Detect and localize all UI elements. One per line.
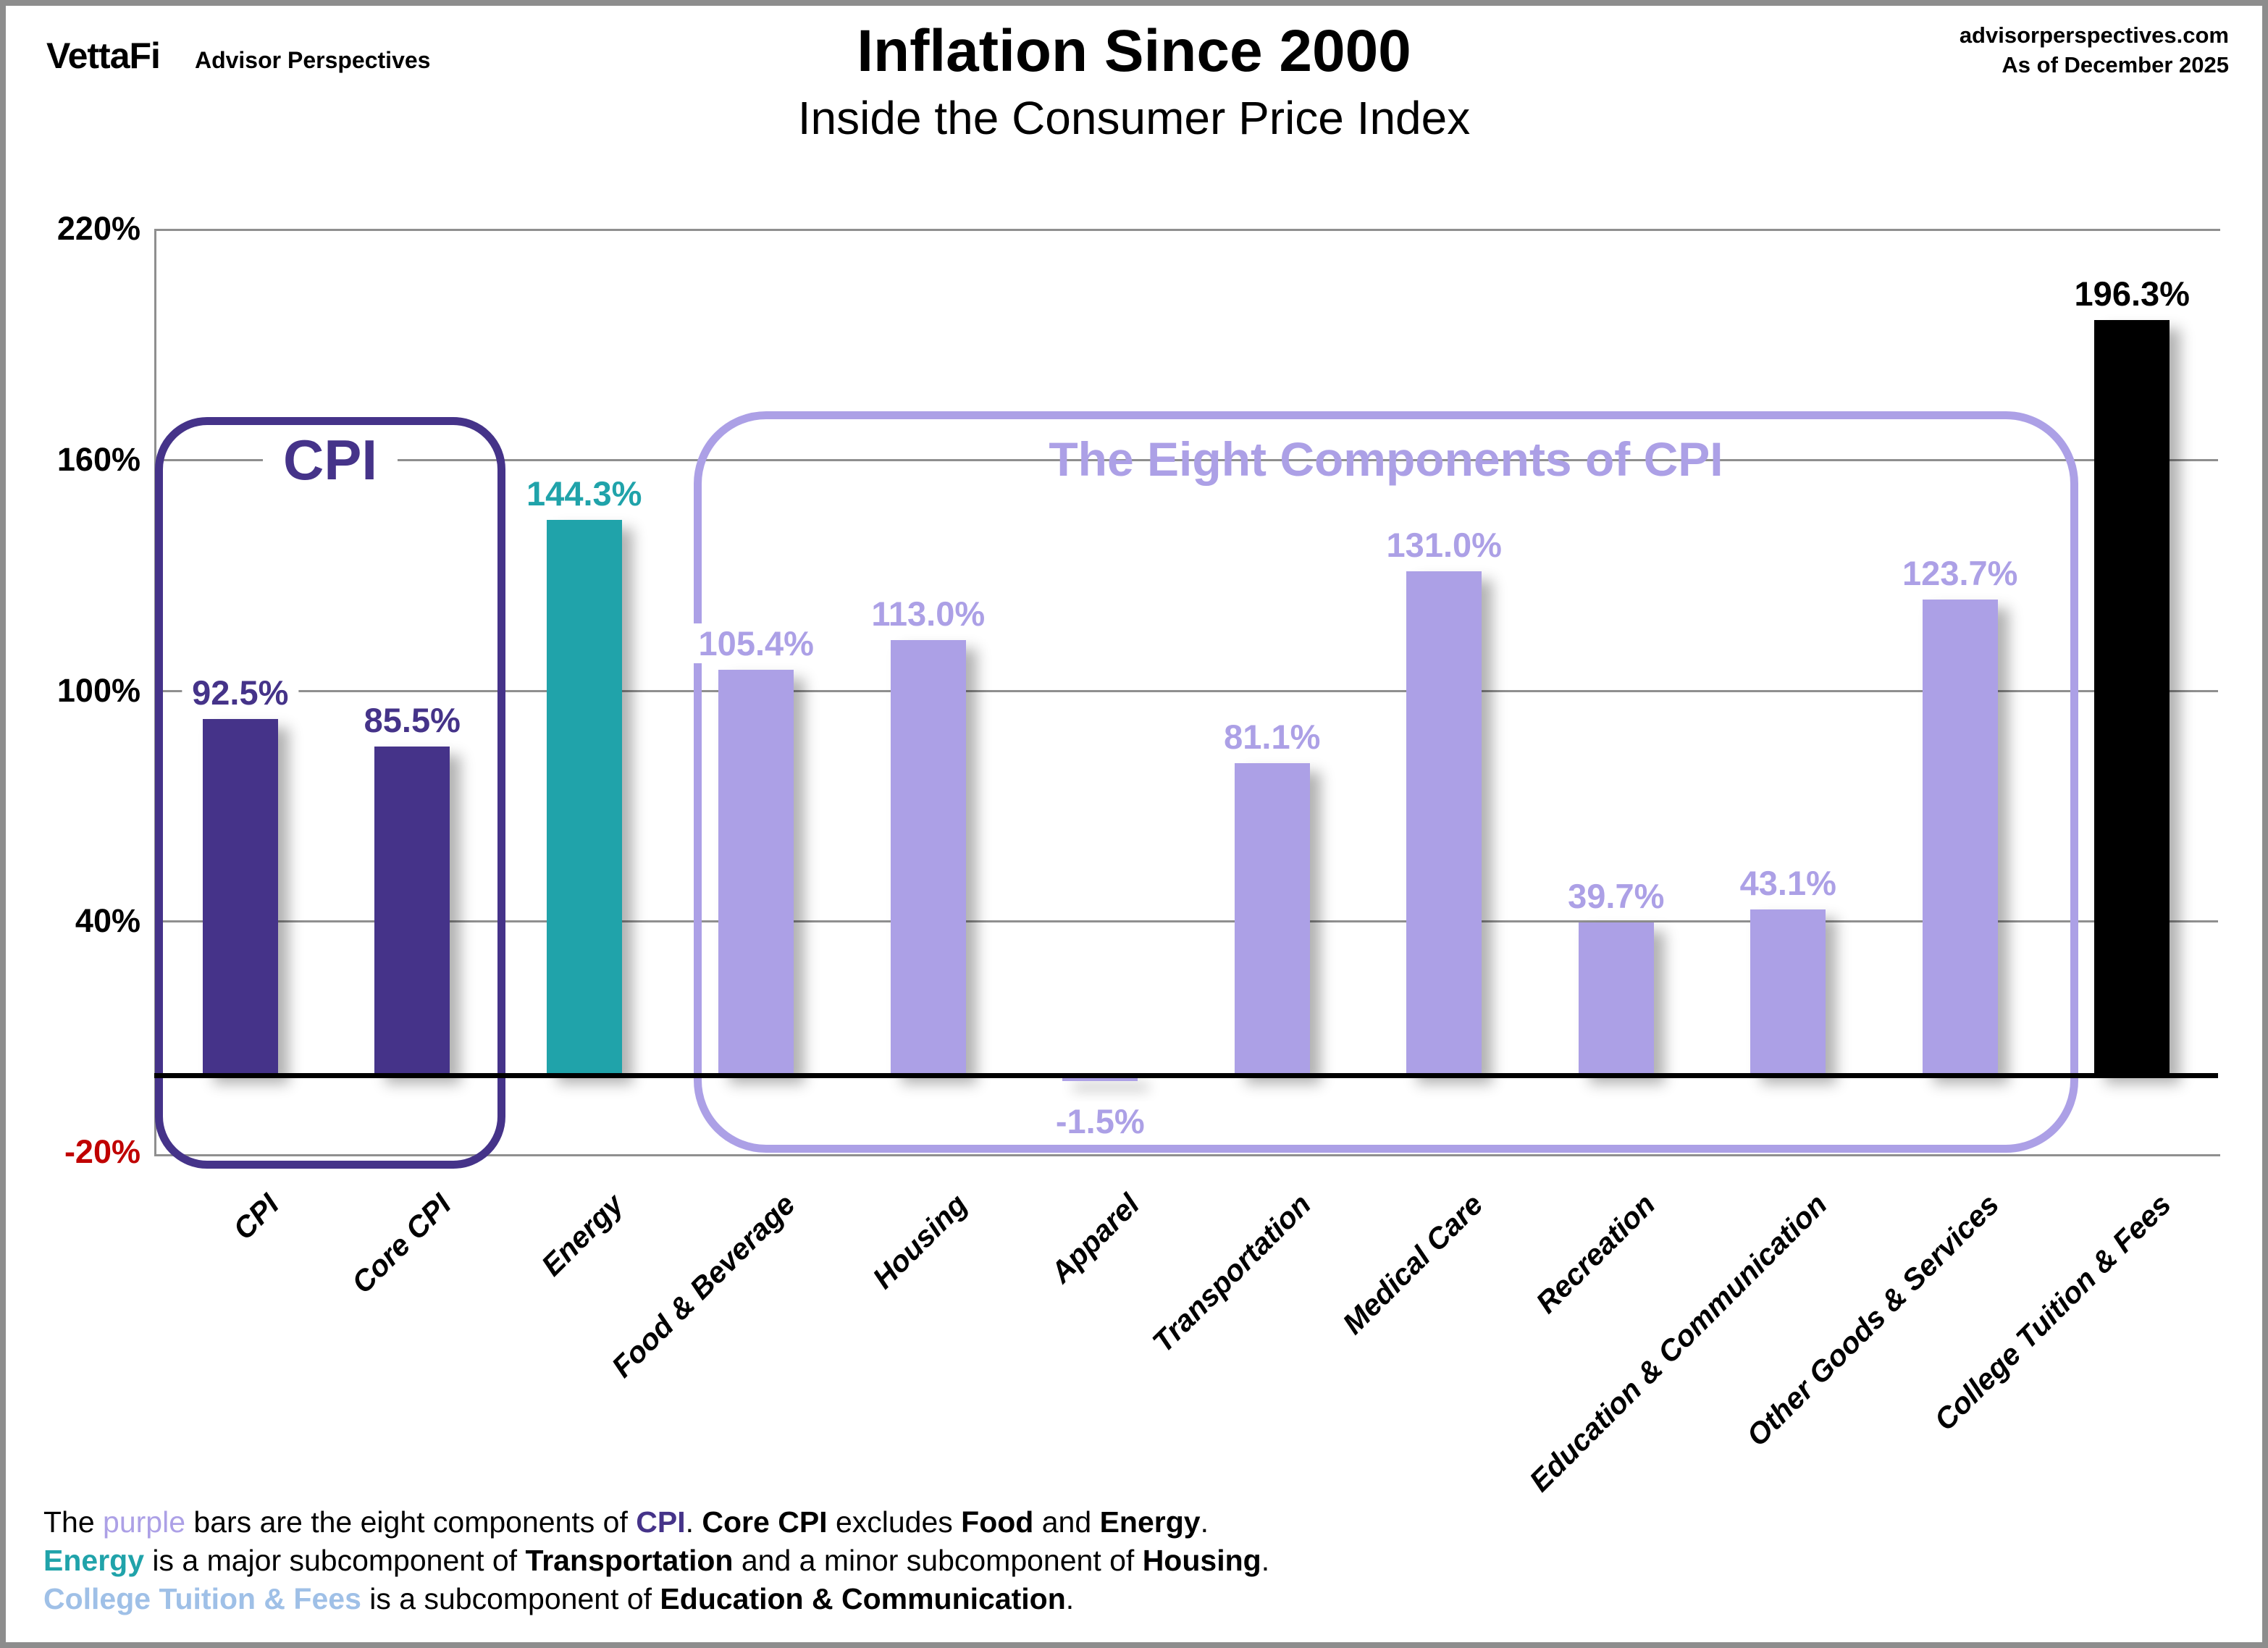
x-axis-label-text: Education & Communication <box>1523 1187 1834 1498</box>
footnote-segment: excludes <box>827 1505 962 1539</box>
bar-value-label: 131.0% <box>1376 524 1512 565</box>
bar <box>890 640 966 1075</box>
gridline <box>154 920 2218 923</box>
x-axis-label-text: Energy <box>534 1187 630 1282</box>
bar-value-label: 92.5% <box>182 673 299 713</box>
x-axis-label-text: Recreation <box>1529 1187 1662 1320</box>
bar-value-label: 39.7% <box>1558 875 1675 916</box>
footnote-segment: . <box>685 1505 702 1539</box>
gridline <box>154 689 2218 692</box>
footnote-line: The purple bars are the eight components… <box>43 1503 1269 1542</box>
footnote-segment: Food <box>961 1505 1034 1539</box>
footnote-segment: . <box>1200 1505 1209 1539</box>
bar <box>1750 909 1826 1075</box>
x-axis-label-text: Apparel <box>1043 1187 1146 1290</box>
vettafi-logo: VettaFi <box>46 35 161 76</box>
footnote-segment: is a subcomponent of <box>361 1582 660 1615</box>
bar-value-label: -1.5% <box>1045 1101 1155 1141</box>
cpi-box <box>155 417 505 1169</box>
footnote-segment: CPI <box>636 1505 686 1539</box>
bar-value-label: 144.3% <box>516 474 652 514</box>
gridline <box>154 458 2218 461</box>
chart-subtitle: Inside the Consumer Price Index <box>797 92 1471 144</box>
bar-value-label: 196.3% <box>2064 273 2200 314</box>
bar-value-label: 85.5% <box>353 699 471 740</box>
bar <box>2094 319 2170 1075</box>
footnote-segment: Energy <box>1099 1505 1201 1539</box>
footnote-line: Energy is a major subcomponent of Transp… <box>43 1542 1269 1580</box>
footnote-segment: College Tuition & Fees <box>43 1582 361 1615</box>
footnote-segment: Energy <box>43 1544 144 1577</box>
bar <box>1922 599 1998 1075</box>
footnote-segment: and <box>1033 1505 1100 1539</box>
y-tick-label: -20% <box>64 1133 140 1170</box>
y-tick-label: 160% <box>56 440 140 478</box>
bar-value-label: 43.1% <box>1729 862 1847 903</box>
footnote-segment: Transportation <box>525 1544 734 1577</box>
bar-value-label: 105.4% <box>688 623 824 663</box>
x-axis-label-text: Medical Care <box>1336 1187 1490 1341</box>
advisor-perspectives-label: Advisor Perspectives <box>194 47 431 73</box>
footnote-segment: purple <box>103 1505 186 1539</box>
bar <box>1578 922 1654 1075</box>
bar-value-label: 113.0% <box>861 594 996 634</box>
bar-value-label: 123.7% <box>1892 552 2028 593</box>
components-box <box>694 411 2078 1153</box>
chart-title: Inflation Since 2000 <box>857 18 1411 84</box>
zero-line <box>154 1072 2218 1078</box>
cpi-box-label-text: CPI <box>262 427 398 493</box>
footnote-segment: and a minor subcomponent of <box>733 1544 1143 1577</box>
footnote-segment: The <box>43 1505 104 1539</box>
footnote-segment: . <box>1065 1582 1075 1615</box>
source-url: advisorperspectives.com <box>1959 22 2229 48</box>
bar <box>202 719 278 1075</box>
y-tick-label: 40% <box>75 902 140 940</box>
footnote-segment: . <box>1261 1544 1270 1577</box>
x-axis-label-text: Core CPI <box>345 1187 458 1300</box>
x-axis-label-text: CPI <box>227 1187 286 1246</box>
bar-value-label: 81.1% <box>1214 716 1331 757</box>
y-tick-label: 100% <box>56 671 140 709</box>
bar <box>1406 571 1482 1075</box>
footnote: The purple bars are the eight components… <box>43 1503 1269 1618</box>
bar <box>1234 762 1310 1075</box>
footnote-segment: Core CPI <box>702 1505 828 1539</box>
bar <box>718 669 794 1075</box>
components-box-label-text: The Eight Components of CPI <box>1049 432 1723 486</box>
x-axis-label-text: Food & Beverage <box>605 1187 802 1384</box>
as-of-date: As of December 2025 <box>2002 52 2229 77</box>
footnote-segment: bars are the eight components of <box>185 1505 637 1539</box>
footnote-segment: Education & Communication <box>660 1582 1066 1615</box>
x-axis-label-text: Transportation <box>1146 1187 1318 1359</box>
chart-area: 220% 160% 100% 40% -20% CPI The Eight Componen… <box>6 6 2262 1642</box>
y-tick-label: 220% <box>56 210 140 247</box>
cpi-box-label: CPI <box>155 427 505 493</box>
components-box-label: The Eight Components of CPI <box>694 432 2078 487</box>
footnote-segment: is a major subcomponent of <box>144 1544 526 1577</box>
logo-row: VettaFi Advisor Perspectives <box>46 35 430 77</box>
x-axis-label-text: Housing <box>865 1187 974 1295</box>
bar <box>374 746 450 1075</box>
footnote-line: College Tuition & Fees is a subcomponent… <box>43 1580 1269 1618</box>
bar <box>546 520 622 1075</box>
footnote-segment: Housing <box>1142 1544 1261 1577</box>
source-block: advisorperspectives.com As of December 2… <box>1960 20 2229 80</box>
